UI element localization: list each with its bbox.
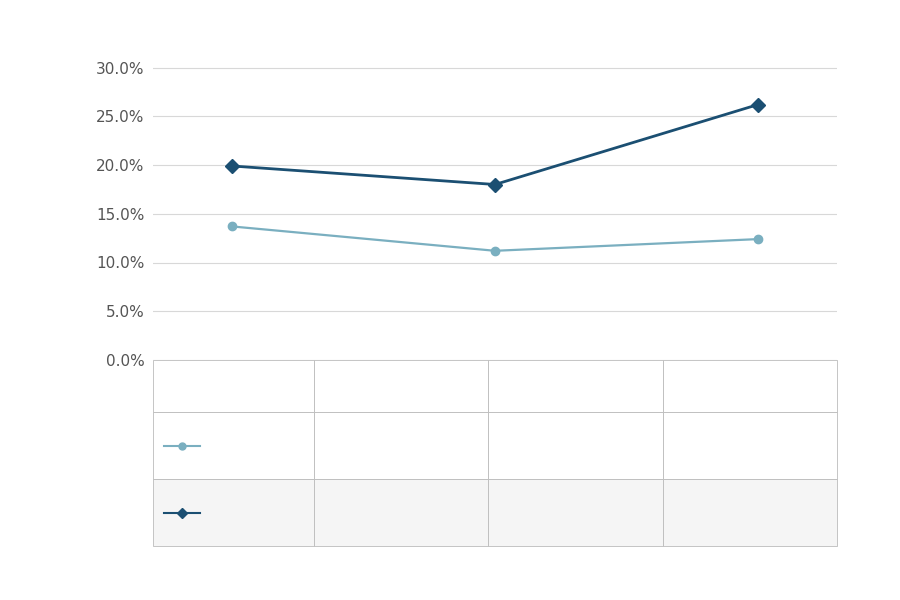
- Text: 26.2%: 26.2%: [726, 505, 773, 520]
- Text: 2020年: 2020年: [378, 379, 424, 394]
- Text: 12.4%: 12.4%: [726, 438, 773, 453]
- Text: 11.2%: 11.2%: [553, 438, 599, 453]
- Text: 2021年: 2021年: [553, 379, 599, 394]
- Text: D: D: [181, 512, 183, 513]
- Text: 13.7%: 13.7%: [378, 438, 424, 453]
- Text: Jingwei Textile
Machinery: Jingwei Textile Machinery: [209, 431, 303, 460]
- Text: 19.9%: 19.9%: [378, 505, 424, 520]
- Text: 18.0%: 18.0%: [553, 505, 599, 520]
- Text: 2022年: 2022年: [726, 379, 773, 394]
- Text: Taitan Corporation: Taitan Corporation: [209, 506, 331, 519]
